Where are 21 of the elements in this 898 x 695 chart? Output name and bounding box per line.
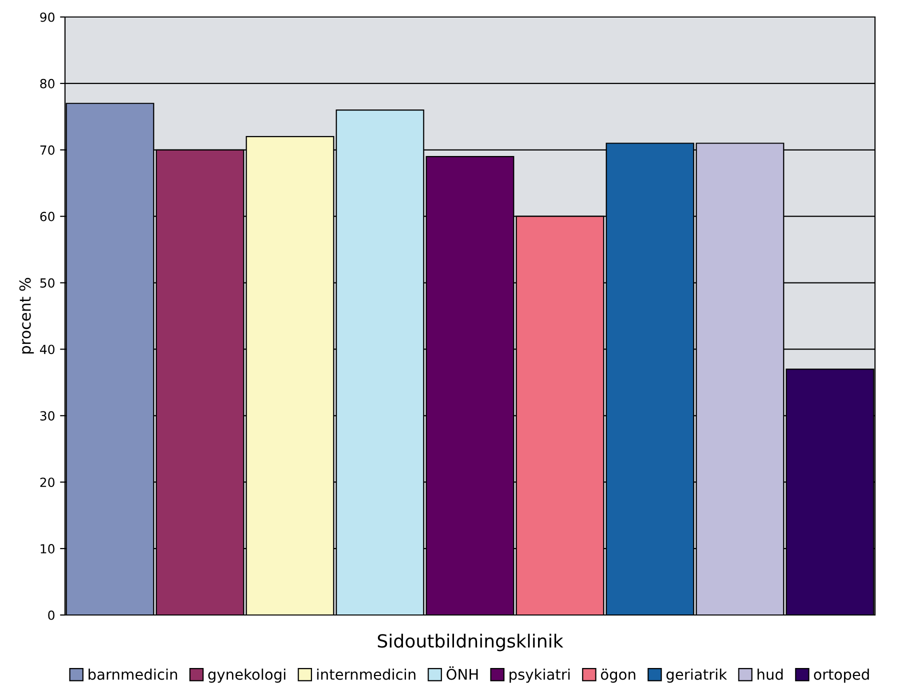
legend-label: ÖNH	[446, 666, 478, 680]
legend-label: geriatrik	[666, 668, 728, 683]
y-tick-label: 40	[40, 344, 54, 354]
y-tick-label: 80	[40, 78, 54, 88]
legend-label: gynekologi	[208, 668, 286, 683]
y-tick-label: 60	[40, 212, 54, 222]
y-tick-label: 50	[40, 278, 54, 288]
y-tick-label: 90	[40, 12, 54, 22]
legend-label: barnmedicin	[88, 668, 178, 680]
legend-label: internmedicin	[317, 668, 416, 680]
y-tick-label: 30	[40, 411, 54, 421]
legend-label: psykiatri	[510, 668, 570, 683]
y-tick-label: 0	[48, 610, 54, 620]
y-tick-label: 70	[40, 145, 54, 155]
y-tick-label: 20	[40, 478, 54, 488]
y-axis-title: procent %	[19, 278, 34, 354]
legend-label: ortoped	[814, 668, 869, 683]
legend-label: hud	[758, 668, 783, 680]
legend-label: ögon	[600, 668, 636, 683]
y-tick-label: 10	[40, 544, 54, 554]
x-axis-title: Sidoutbildningsklinik	[378, 634, 564, 652]
